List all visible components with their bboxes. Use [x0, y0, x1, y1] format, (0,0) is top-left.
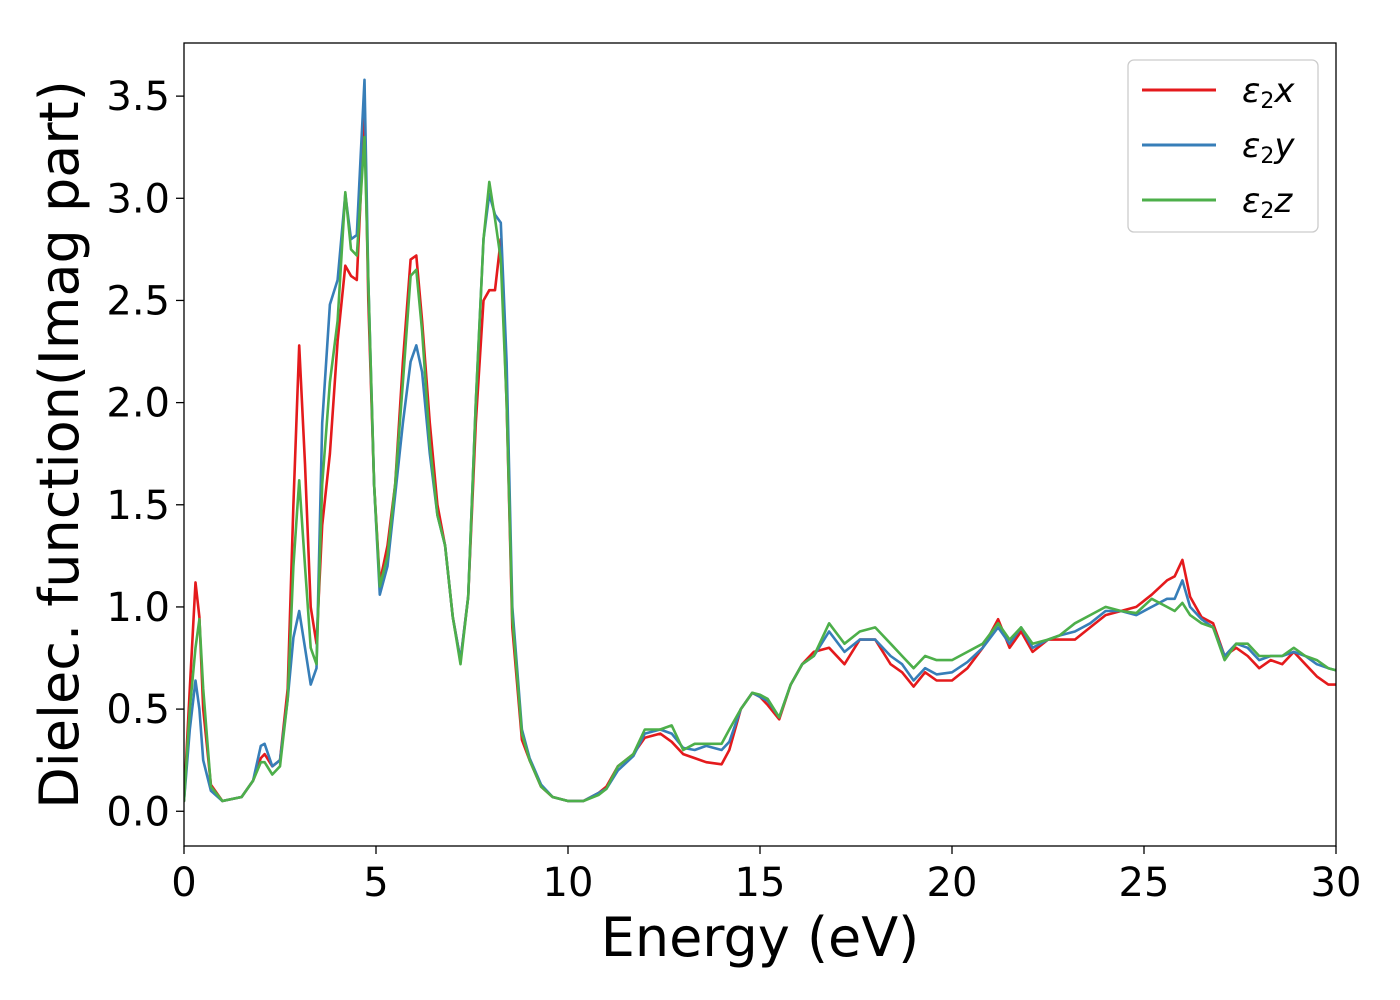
y-tick-label: 2.5	[106, 278, 170, 324]
y-axis-title: Dielec. function(Imag part)	[28, 80, 91, 809]
y-tick-label: 0.0	[106, 789, 170, 835]
series-line-z	[184, 135, 1336, 803]
y-tick-label: 3.0	[106, 176, 170, 222]
series-layer	[184, 78, 1336, 803]
x-axis-title: Energy (eV)	[601, 906, 920, 969]
y-tick-label: 3.5	[106, 74, 170, 120]
y-tick-label: 0.5	[106, 687, 170, 733]
x-tick-label: 25	[1119, 860, 1170, 906]
x-tick-label: 10	[543, 860, 594, 906]
x-tick-label: 20	[927, 860, 978, 906]
x-tick-label: 0	[171, 860, 196, 906]
x-tick-label: 30	[1311, 860, 1362, 906]
legend-label-y: ε2y	[1242, 126, 1295, 169]
x-axis-ticks: 0 5 10 15 20 25 30	[171, 846, 1361, 906]
x-tick-label: 15	[735, 860, 786, 906]
legend-label-z: ε2z	[1242, 181, 1293, 224]
y-axis-ticks: 0.0 0.5 1.0 1.5 2.0 2.5 3.0 3.5	[106, 74, 184, 835]
x-tick-label: 5	[363, 860, 388, 906]
y-tick-label: 1.0	[106, 585, 170, 631]
legend-label-x: ε2x	[1242, 71, 1295, 114]
y-tick-label: 1.5	[106, 483, 170, 529]
legend: ε2x ε2y ε2z	[1127, 59, 1319, 233]
y-tick-label: 2.0	[106, 381, 170, 427]
legend-box	[1127, 59, 1319, 233]
